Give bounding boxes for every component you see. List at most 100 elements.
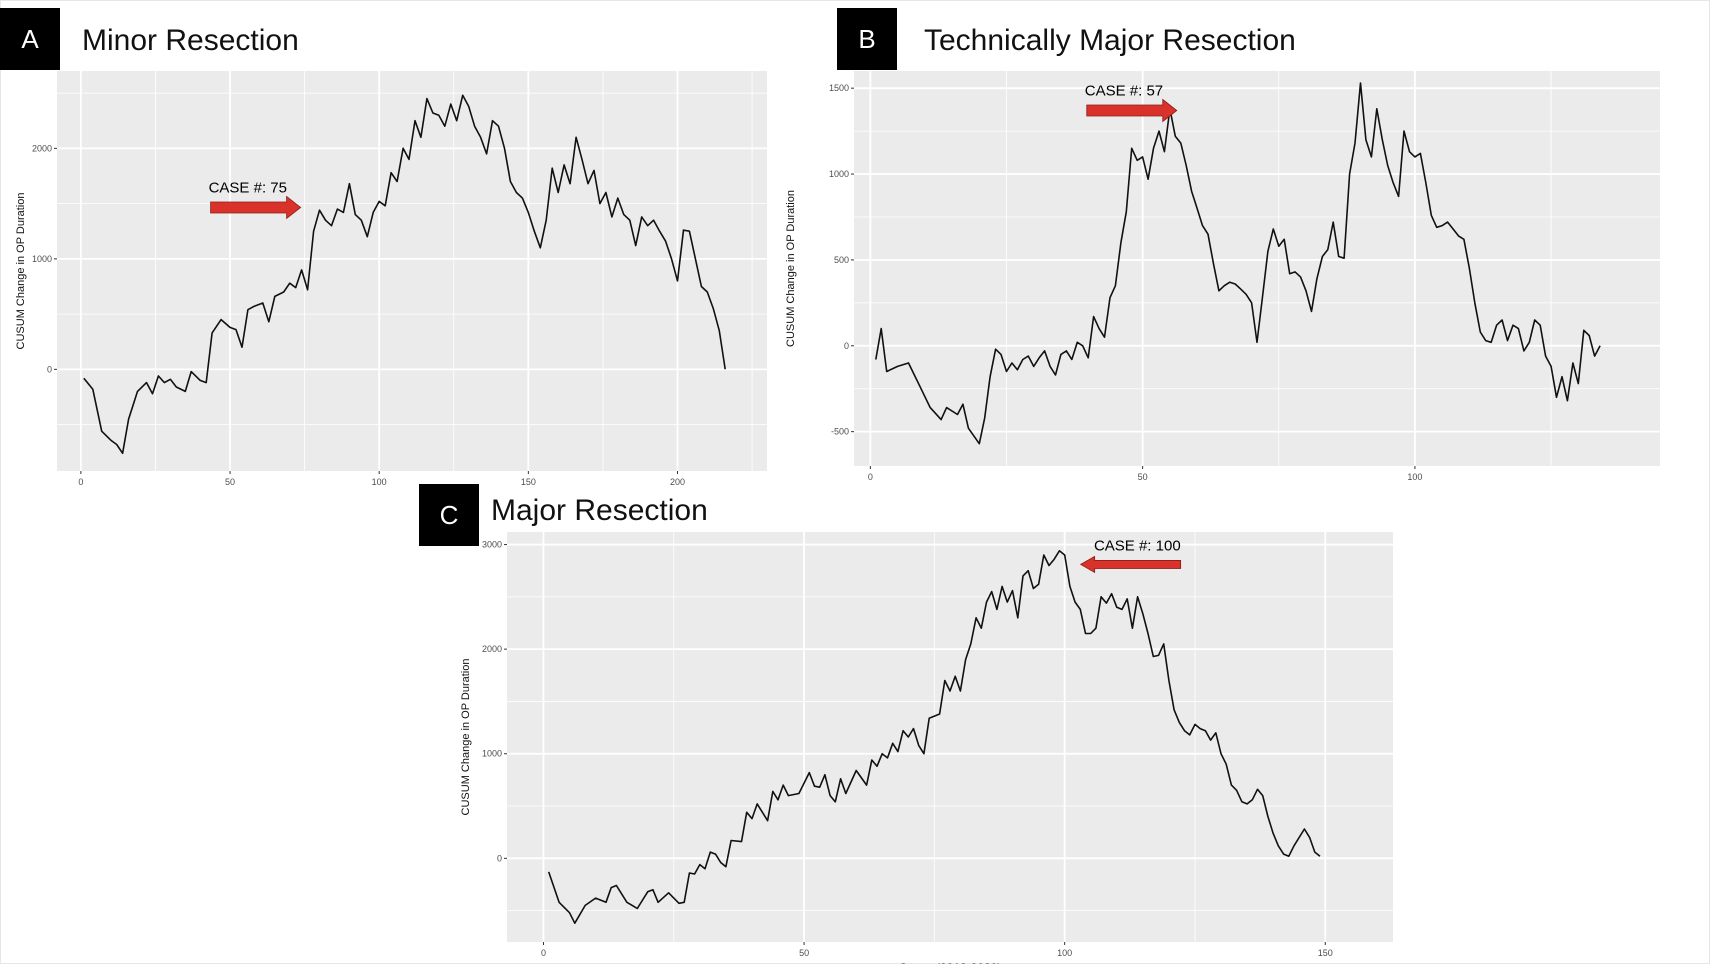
data-point: [637, 908, 638, 909]
data-point: [1080, 609, 1081, 610]
data-point: [1235, 283, 1236, 284]
data-point: [1327, 249, 1328, 250]
data-point: [510, 181, 511, 182]
data-point: [1174, 709, 1175, 710]
data-point: [944, 680, 945, 681]
data-point: [191, 371, 192, 372]
data-point: [626, 902, 627, 903]
data-point: [1284, 239, 1285, 240]
data-point: [1556, 397, 1557, 398]
y-axis-label: CUSUM Change in OP Duration: [785, 190, 797, 347]
data-point: [668, 892, 669, 893]
data-point: [856, 770, 857, 771]
data-point: [1218, 290, 1219, 291]
x-tick-label: 50: [225, 477, 235, 487]
data-point: [683, 230, 684, 231]
case-annotation-label: CASE #: 57: [1085, 83, 1163, 100]
data-point: [930, 407, 931, 408]
data-point: [1295, 271, 1296, 272]
data-point: [871, 759, 872, 760]
data-point: [707, 291, 708, 292]
data-point: [1485, 340, 1486, 341]
data-point: [1106, 603, 1107, 604]
data-point: [170, 379, 171, 380]
panel-tag-c: C: [419, 484, 479, 546]
data-point: [331, 225, 332, 226]
data-point: [1273, 228, 1274, 229]
data-point: [986, 602, 987, 603]
data-point: [1163, 643, 1164, 644]
data-point: [355, 214, 356, 215]
data-point: [957, 414, 958, 415]
data-point: [875, 359, 876, 360]
data-point: [1267, 816, 1268, 817]
data-point: [1048, 565, 1049, 566]
data-point: [385, 205, 386, 206]
data-point: [1033, 366, 1034, 367]
data-point: [1414, 156, 1415, 157]
data-point: [456, 120, 457, 121]
data-point: [408, 159, 409, 160]
data-point: [1007, 602, 1008, 603]
panel-title-a: Minor Resection: [82, 24, 299, 57]
case-annotation-label: CASE #: 100: [1094, 537, 1181, 554]
data-point: [684, 902, 685, 903]
data-point: [1012, 590, 1013, 591]
data-point: [629, 220, 630, 221]
data-point: [955, 676, 956, 677]
data-point: [617, 198, 618, 199]
data-point: [468, 106, 469, 107]
data-point: [882, 753, 883, 754]
data-point: [438, 115, 439, 116]
data-point: [919, 385, 920, 386]
data-point: [819, 787, 820, 788]
data-point: [1344, 258, 1345, 259]
data-point: [897, 751, 898, 752]
data-point: [1551, 366, 1552, 367]
data-point: [152, 393, 153, 394]
data-point: [516, 192, 517, 193]
data-point: [1518, 328, 1519, 329]
panel-tag-b: B: [837, 8, 897, 70]
data-point: [1127, 598, 1128, 599]
data-point: [1066, 350, 1067, 351]
data-point: [866, 785, 867, 786]
data-point: [1142, 156, 1143, 157]
data-point: [991, 591, 992, 592]
y-tick-label: 2000: [32, 143, 52, 153]
data-point: [1491, 342, 1492, 343]
data-point: [1382, 139, 1383, 140]
data-point: [403, 148, 404, 149]
data-point: [623, 214, 624, 215]
data-point: [1333, 222, 1334, 223]
x-tick-label: 100: [1407, 472, 1422, 482]
data-point: [1200, 728, 1201, 729]
data-point: [731, 840, 732, 841]
data-point: [1055, 374, 1056, 375]
data-point: [137, 391, 138, 392]
data-point: [1252, 799, 1253, 800]
panel-title-c: Major Resection: [491, 494, 708, 527]
data-point: [990, 376, 991, 377]
data-point: [939, 713, 940, 714]
data-point: [1069, 586, 1070, 587]
data-point: [92, 389, 93, 390]
data-point: [1283, 854, 1284, 855]
y-axis-label: CUSUM Change in OP Duration: [460, 659, 472, 816]
y-tick-label: 1500: [829, 83, 849, 93]
data-point: [1115, 285, 1116, 286]
data-point: [1075, 602, 1076, 603]
data-point: [1480, 331, 1481, 332]
data-point: [1572, 362, 1573, 363]
data-point: [221, 319, 222, 320]
data-point: [979, 443, 980, 444]
data-point: [301, 269, 302, 270]
data-point: [420, 137, 421, 138]
data-point: [995, 349, 996, 350]
data-point: [1132, 628, 1133, 629]
data-point: [701, 286, 702, 287]
data-point: [1109, 297, 1110, 298]
data-point: [1442, 225, 1443, 226]
data-point: [1028, 356, 1029, 357]
data-point: [200, 380, 201, 381]
